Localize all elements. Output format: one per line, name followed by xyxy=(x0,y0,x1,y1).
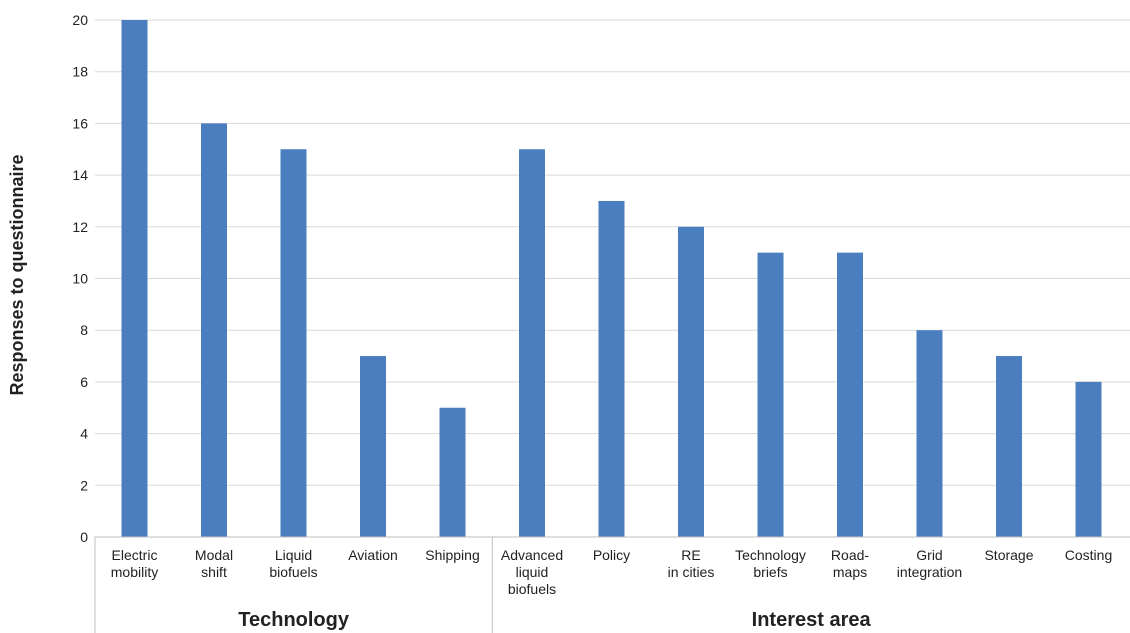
x-category-label: Road-maps xyxy=(831,547,869,580)
x-category-label-line: shift xyxy=(201,564,227,580)
axes xyxy=(94,536,1130,633)
y-tick-labels: 0 2 4 6 8 10 12 14 16 18 20 xyxy=(72,12,88,545)
x-category-label-line: Modal xyxy=(195,547,233,563)
x-category-label: Shipping xyxy=(425,547,480,563)
y-tick-label: 12 xyxy=(72,219,88,235)
x-category-label: Technology briefs xyxy=(735,547,806,580)
x-category-label-line: Aviation xyxy=(348,547,398,563)
bar xyxy=(678,226,704,538)
x-category-label-line: Liquid xyxy=(275,547,312,563)
x-category-label-line: maps xyxy=(833,564,867,580)
bar xyxy=(1075,381,1102,537)
y-axis-title: Responses to questionnaire xyxy=(7,154,27,395)
x-category-label-line: briefs xyxy=(753,564,787,580)
x-category-label: RE in cities xyxy=(668,547,715,580)
x-category-label-line: Storage xyxy=(984,547,1033,563)
y-tick-label: 14 xyxy=(72,167,88,183)
bar xyxy=(201,123,227,538)
x-category-label-line: Grid xyxy=(916,547,942,563)
bar xyxy=(439,407,466,537)
x-category-label-line: integration xyxy=(897,564,962,580)
x-category-label-line: in cities xyxy=(668,564,715,580)
bars xyxy=(121,20,1102,538)
x-category-label-line: biofuels xyxy=(508,581,556,597)
x-category-label-line: Costing xyxy=(1065,547,1112,563)
bar xyxy=(598,200,625,537)
x-category-label-line: Road- xyxy=(831,547,869,563)
y-tick-label: 0 xyxy=(80,529,88,545)
bar xyxy=(121,20,148,537)
x-category-label-line: Technology xyxy=(735,547,806,563)
bar xyxy=(280,149,307,537)
y-tick-label: 2 xyxy=(80,477,88,493)
bar xyxy=(916,330,943,537)
y-tick-label: 18 xyxy=(72,64,88,80)
x-category-label-line: RE xyxy=(681,547,700,563)
x-category-label: Modal shift xyxy=(195,547,233,580)
x-category-label: Grid integration xyxy=(897,547,962,580)
x-category-label: Liquid biofuels xyxy=(269,547,317,580)
y-tick-label: 8 xyxy=(80,322,88,338)
x-category-label: Advanced liquid biofuels xyxy=(501,547,563,597)
y-tick-label: 20 xyxy=(72,12,88,28)
x-category-label-line: mobility xyxy=(111,564,158,580)
bar xyxy=(837,252,863,537)
y-tick-label: 10 xyxy=(72,271,88,287)
x-category-label-line: Advanced xyxy=(501,547,563,563)
y-tick-label: 16 xyxy=(72,115,88,131)
x-category-label-line: biofuels xyxy=(269,564,317,580)
bar xyxy=(757,252,784,537)
group-label: Interest area xyxy=(752,609,872,631)
bar xyxy=(996,356,1022,537)
x-category-label: Policy xyxy=(593,547,630,563)
x-category-label-line: Shipping xyxy=(425,547,480,563)
x-category-label: Costing xyxy=(1065,547,1112,563)
x-category-label-line: Electric xyxy=(112,547,158,563)
y-tick-label: 6 xyxy=(80,374,88,390)
group-label: Technology xyxy=(238,609,350,631)
bar xyxy=(360,356,386,537)
x-category-label-line: liquid xyxy=(516,564,549,580)
y-tick-label: 4 xyxy=(80,426,88,442)
x-category-label-line: Policy xyxy=(593,547,630,563)
x-category-label: Electric mobility xyxy=(111,547,158,580)
bar xyxy=(519,149,545,537)
group-labels: Technology Interest area xyxy=(238,609,871,631)
x-category-label: Aviation xyxy=(348,547,398,563)
x-category-label: Storage xyxy=(984,547,1033,563)
